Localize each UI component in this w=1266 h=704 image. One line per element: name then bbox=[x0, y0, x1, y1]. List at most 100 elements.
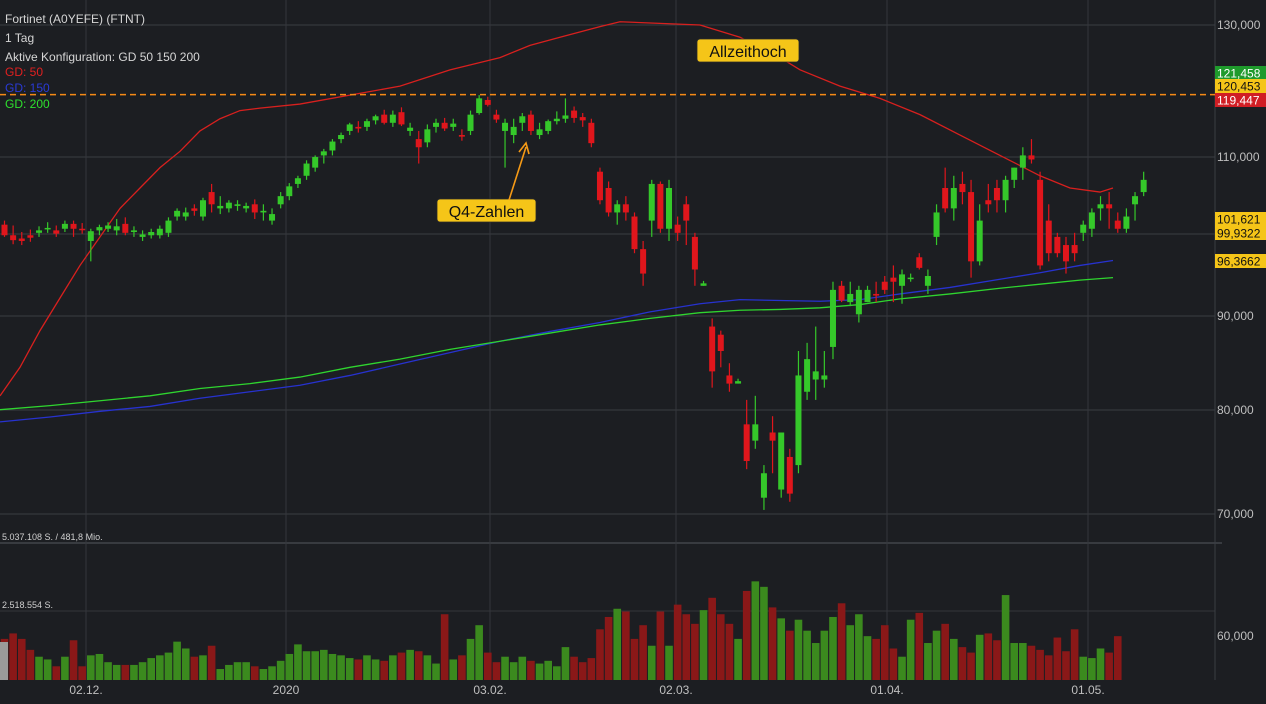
q4-arrow-head bbox=[518, 141, 530, 155]
volume-bar bbox=[699, 610, 708, 680]
candle bbox=[691, 232, 698, 286]
candle bbox=[44, 222, 51, 233]
volume-bar bbox=[829, 616, 837, 680]
candle bbox=[622, 196, 629, 221]
x-tick-label: 02.03. bbox=[659, 683, 692, 697]
volume-bar bbox=[268, 666, 276, 680]
candle bbox=[899, 269, 906, 304]
candle bbox=[1002, 175, 1009, 213]
volume-bar bbox=[665, 645, 673, 680]
volume-bar bbox=[354, 659, 363, 680]
candle bbox=[1037, 171, 1044, 270]
volume-bar bbox=[432, 663, 440, 680]
candle bbox=[631, 212, 638, 254]
volume-bar bbox=[751, 581, 760, 680]
price-tag: 99,9322 bbox=[1215, 226, 1266, 241]
candle bbox=[208, 183, 215, 213]
volume-bar bbox=[1105, 652, 1113, 680]
svg-text:Allzeithoch: Allzeithoch bbox=[709, 44, 786, 61]
instrument-title: Fortinet (A0YEFE) (FTNT) bbox=[5, 12, 146, 26]
candle bbox=[1140, 171, 1147, 197]
volume-bar bbox=[181, 648, 190, 680]
volume-bar bbox=[216, 669, 225, 680]
volume-bar bbox=[78, 666, 86, 680]
volume-bar bbox=[596, 629, 604, 680]
volume-bar bbox=[69, 640, 78, 680]
candle bbox=[148, 228, 155, 239]
candle bbox=[968, 179, 975, 278]
candle bbox=[519, 113, 526, 131]
volume-bar bbox=[466, 638, 475, 680]
candle bbox=[79, 223, 86, 234]
volume-bar bbox=[837, 603, 846, 680]
candle bbox=[346, 122, 353, 136]
candle bbox=[303, 160, 310, 180]
candle bbox=[10, 225, 17, 245]
volume-bar bbox=[87, 655, 95, 680]
volume-bar bbox=[1062, 651, 1070, 680]
volume-bar bbox=[207, 645, 216, 680]
x-axis-ticks: 02.12. 2020 03.02. 02.03. 01.04. 01.05. bbox=[69, 683, 1104, 697]
volume-bar bbox=[104, 662, 112, 680]
volume-bar bbox=[112, 664, 121, 680]
q4-callout: Q4-Zahlen bbox=[436, 198, 537, 223]
volume-bar bbox=[414, 651, 423, 680]
volume-bar bbox=[156, 655, 164, 680]
volume-bar bbox=[509, 662, 518, 680]
volume-bar bbox=[164, 652, 173, 680]
candle bbox=[199, 197, 206, 221]
volume-bar bbox=[389, 655, 397, 680]
candle bbox=[217, 196, 224, 215]
candle bbox=[829, 281, 836, 360]
candle bbox=[277, 192, 284, 209]
volume-bar bbox=[501, 656, 509, 680]
volume-bar bbox=[691, 623, 699, 680]
candle bbox=[1097, 196, 1104, 221]
volume-bar bbox=[734, 638, 742, 680]
volume-bar bbox=[294, 644, 302, 680]
volume-bar bbox=[975, 634, 984, 680]
y-tick-label: 130,000 bbox=[1217, 18, 1261, 32]
annotations: Allzeithoch Q4-Zahlen bbox=[436, 38, 800, 223]
candle bbox=[743, 399, 750, 470]
volume-bar bbox=[950, 638, 958, 680]
volume-bar bbox=[138, 662, 147, 680]
candle bbox=[605, 181, 612, 217]
volume-bar bbox=[9, 633, 17, 680]
volume-bar bbox=[1096, 648, 1105, 680]
candle bbox=[553, 111, 560, 125]
candle bbox=[536, 122, 543, 140]
volume-bar bbox=[43, 659, 52, 680]
candle bbox=[415, 130, 422, 164]
volume-bars bbox=[0, 581, 1122, 680]
candle bbox=[1045, 204, 1052, 262]
candle bbox=[933, 204, 940, 246]
candle bbox=[493, 109, 500, 123]
volume-bar bbox=[311, 651, 319, 680]
volume-bar bbox=[61, 656, 69, 680]
volume-bar bbox=[889, 648, 898, 680]
legend-sma150: GD: 150 bbox=[5, 81, 50, 95]
candle bbox=[950, 175, 957, 221]
volume-bar bbox=[880, 625, 889, 680]
candle bbox=[502, 118, 509, 168]
candle bbox=[398, 107, 405, 127]
volume-bar bbox=[958, 647, 967, 680]
volume-bar bbox=[423, 655, 432, 680]
volume-bar bbox=[1001, 595, 1010, 680]
candle bbox=[1088, 208, 1095, 237]
volume-bar bbox=[941, 623, 949, 680]
candle bbox=[527, 110, 534, 136]
x-tick-label: 01.05. bbox=[1071, 683, 1104, 697]
volume-bar bbox=[803, 630, 811, 680]
volume-bar bbox=[1027, 645, 1036, 680]
candle bbox=[389, 110, 396, 127]
candle bbox=[1, 220, 8, 237]
svg-text:121,458: 121,458 bbox=[1217, 67, 1261, 81]
volume-bar bbox=[544, 660, 552, 680]
candle bbox=[1080, 220, 1087, 241]
y-tick-label: 60,000 bbox=[1217, 629, 1254, 643]
candle bbox=[924, 269, 931, 294]
volume-mid-label: 2.518.554 S. bbox=[2, 600, 54, 610]
y-tick-label: 70,000 bbox=[1217, 507, 1254, 521]
